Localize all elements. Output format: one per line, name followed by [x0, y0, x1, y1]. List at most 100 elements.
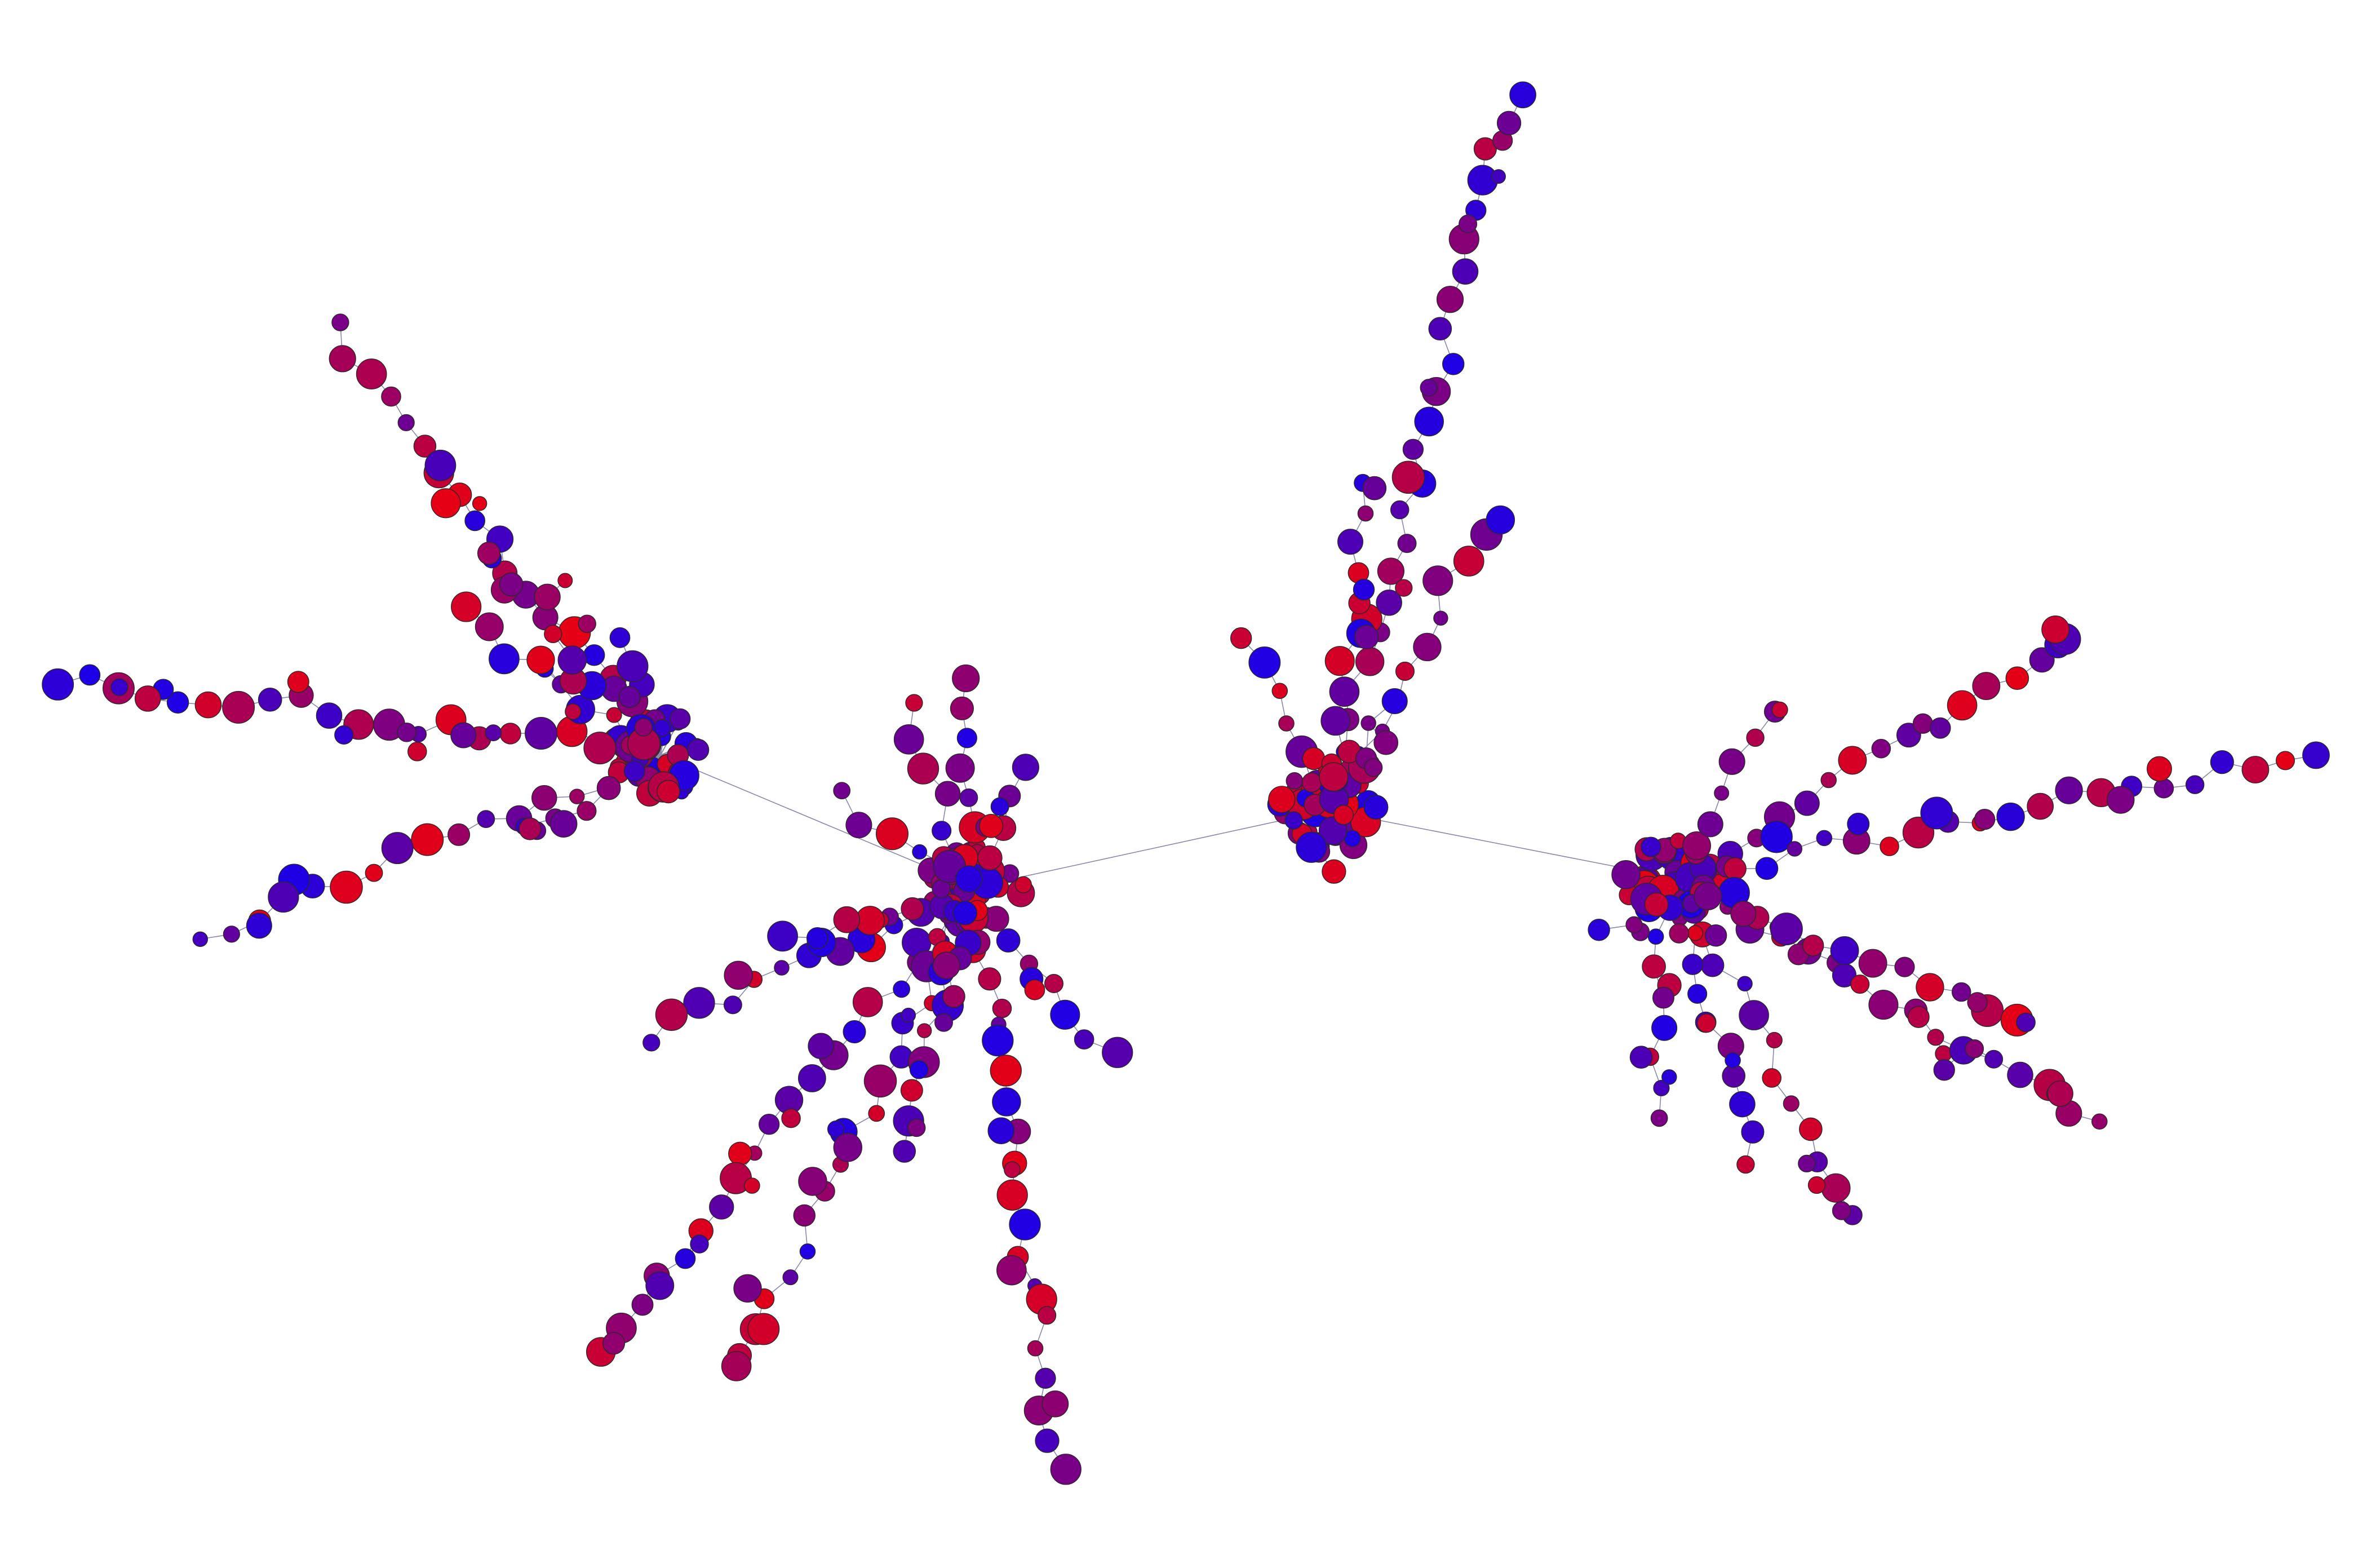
node	[793, 1204, 816, 1227]
node	[1907, 1006, 1930, 1028]
node	[987, 1117, 1015, 1144]
node	[477, 810, 495, 829]
node	[1301, 772, 1322, 793]
node	[1324, 646, 1355, 676]
node	[618, 686, 641, 708]
node	[747, 1313, 780, 1345]
node	[996, 1179, 1028, 1211]
node	[79, 664, 101, 686]
node	[531, 785, 557, 811]
node	[578, 614, 596, 634]
node	[1783, 1095, 1800, 1112]
node	[1967, 992, 1988, 1013]
node	[1929, 717, 1951, 739]
node	[1442, 353, 1465, 375]
node	[852, 987, 883, 1017]
node	[1984, 1049, 2004, 1069]
node	[907, 752, 939, 785]
node	[110, 678, 128, 696]
node	[411, 823, 444, 856]
node	[1807, 1176, 1826, 1194]
node	[577, 801, 597, 821]
node	[1364, 758, 1383, 777]
node	[806, 927, 828, 949]
node	[1436, 286, 1464, 313]
node	[499, 723, 521, 745]
node	[959, 788, 978, 807]
node	[978, 967, 1001, 991]
node	[893, 980, 911, 998]
node	[623, 760, 645, 782]
node	[1771, 701, 1788, 718]
node	[2091, 1113, 2108, 1130]
node	[1278, 715, 1295, 732]
node	[1491, 169, 1506, 184]
node	[1035, 1367, 1056, 1389]
node	[134, 685, 161, 712]
node	[1847, 812, 1870, 835]
node	[2275, 751, 2295, 770]
node	[1737, 976, 1753, 992]
node	[905, 694, 923, 712]
node	[845, 812, 872, 839]
node	[1050, 999, 1080, 1030]
node	[1433, 610, 1448, 626]
node	[827, 1121, 845, 1138]
node	[728, 1141, 752, 1166]
node	[1038, 1306, 1057, 1325]
node	[617, 650, 649, 683]
node	[331, 313, 349, 331]
node	[485, 724, 502, 741]
node	[1641, 836, 1661, 857]
node	[1452, 258, 1479, 285]
node	[1996, 802, 2025, 831]
node	[1647, 928, 1664, 945]
node	[1230, 627, 1252, 649]
node	[690, 1234, 709, 1254]
node	[1725, 1052, 1741, 1069]
node	[1794, 790, 1820, 816]
node	[657, 780, 680, 804]
node	[1248, 646, 1281, 679]
node	[356, 358, 387, 389]
node	[1770, 913, 1803, 946]
node	[1651, 1015, 1678, 1041]
node	[1074, 1029, 1094, 1049]
node	[2005, 666, 2029, 690]
node	[1894, 956, 1915, 977]
node	[1736, 1155, 1755, 1174]
node	[893, 724, 924, 755]
node	[1916, 973, 1944, 1002]
node	[526, 645, 555, 674]
node	[1354, 625, 1379, 649]
node	[1012, 754, 1039, 781]
node	[2055, 776, 2083, 804]
node	[1933, 1059, 1955, 1081]
node	[1625, 916, 1643, 933]
node	[1320, 706, 1350, 736]
node	[1044, 974, 1064, 994]
node	[901, 1007, 916, 1023]
node	[833, 1133, 863, 1162]
node	[525, 716, 558, 750]
node	[996, 1255, 1027, 1286]
node	[1390, 500, 1410, 520]
node	[424, 449, 457, 481]
node	[1644, 892, 1669, 917]
node	[893, 1140, 916, 1163]
node	[1428, 317, 1452, 341]
node	[1850, 975, 1870, 994]
node	[1355, 647, 1385, 676]
node	[1397, 534, 1417, 553]
node	[365, 863, 383, 882]
node	[1682, 831, 1712, 860]
node	[1027, 1340, 1044, 1357]
node	[1947, 690, 1978, 721]
node	[1486, 505, 1515, 535]
node	[1653, 1079, 1670, 1097]
node	[1687, 925, 1704, 941]
node	[934, 781, 961, 807]
node	[1821, 1173, 1851, 1203]
node	[192, 931, 209, 947]
